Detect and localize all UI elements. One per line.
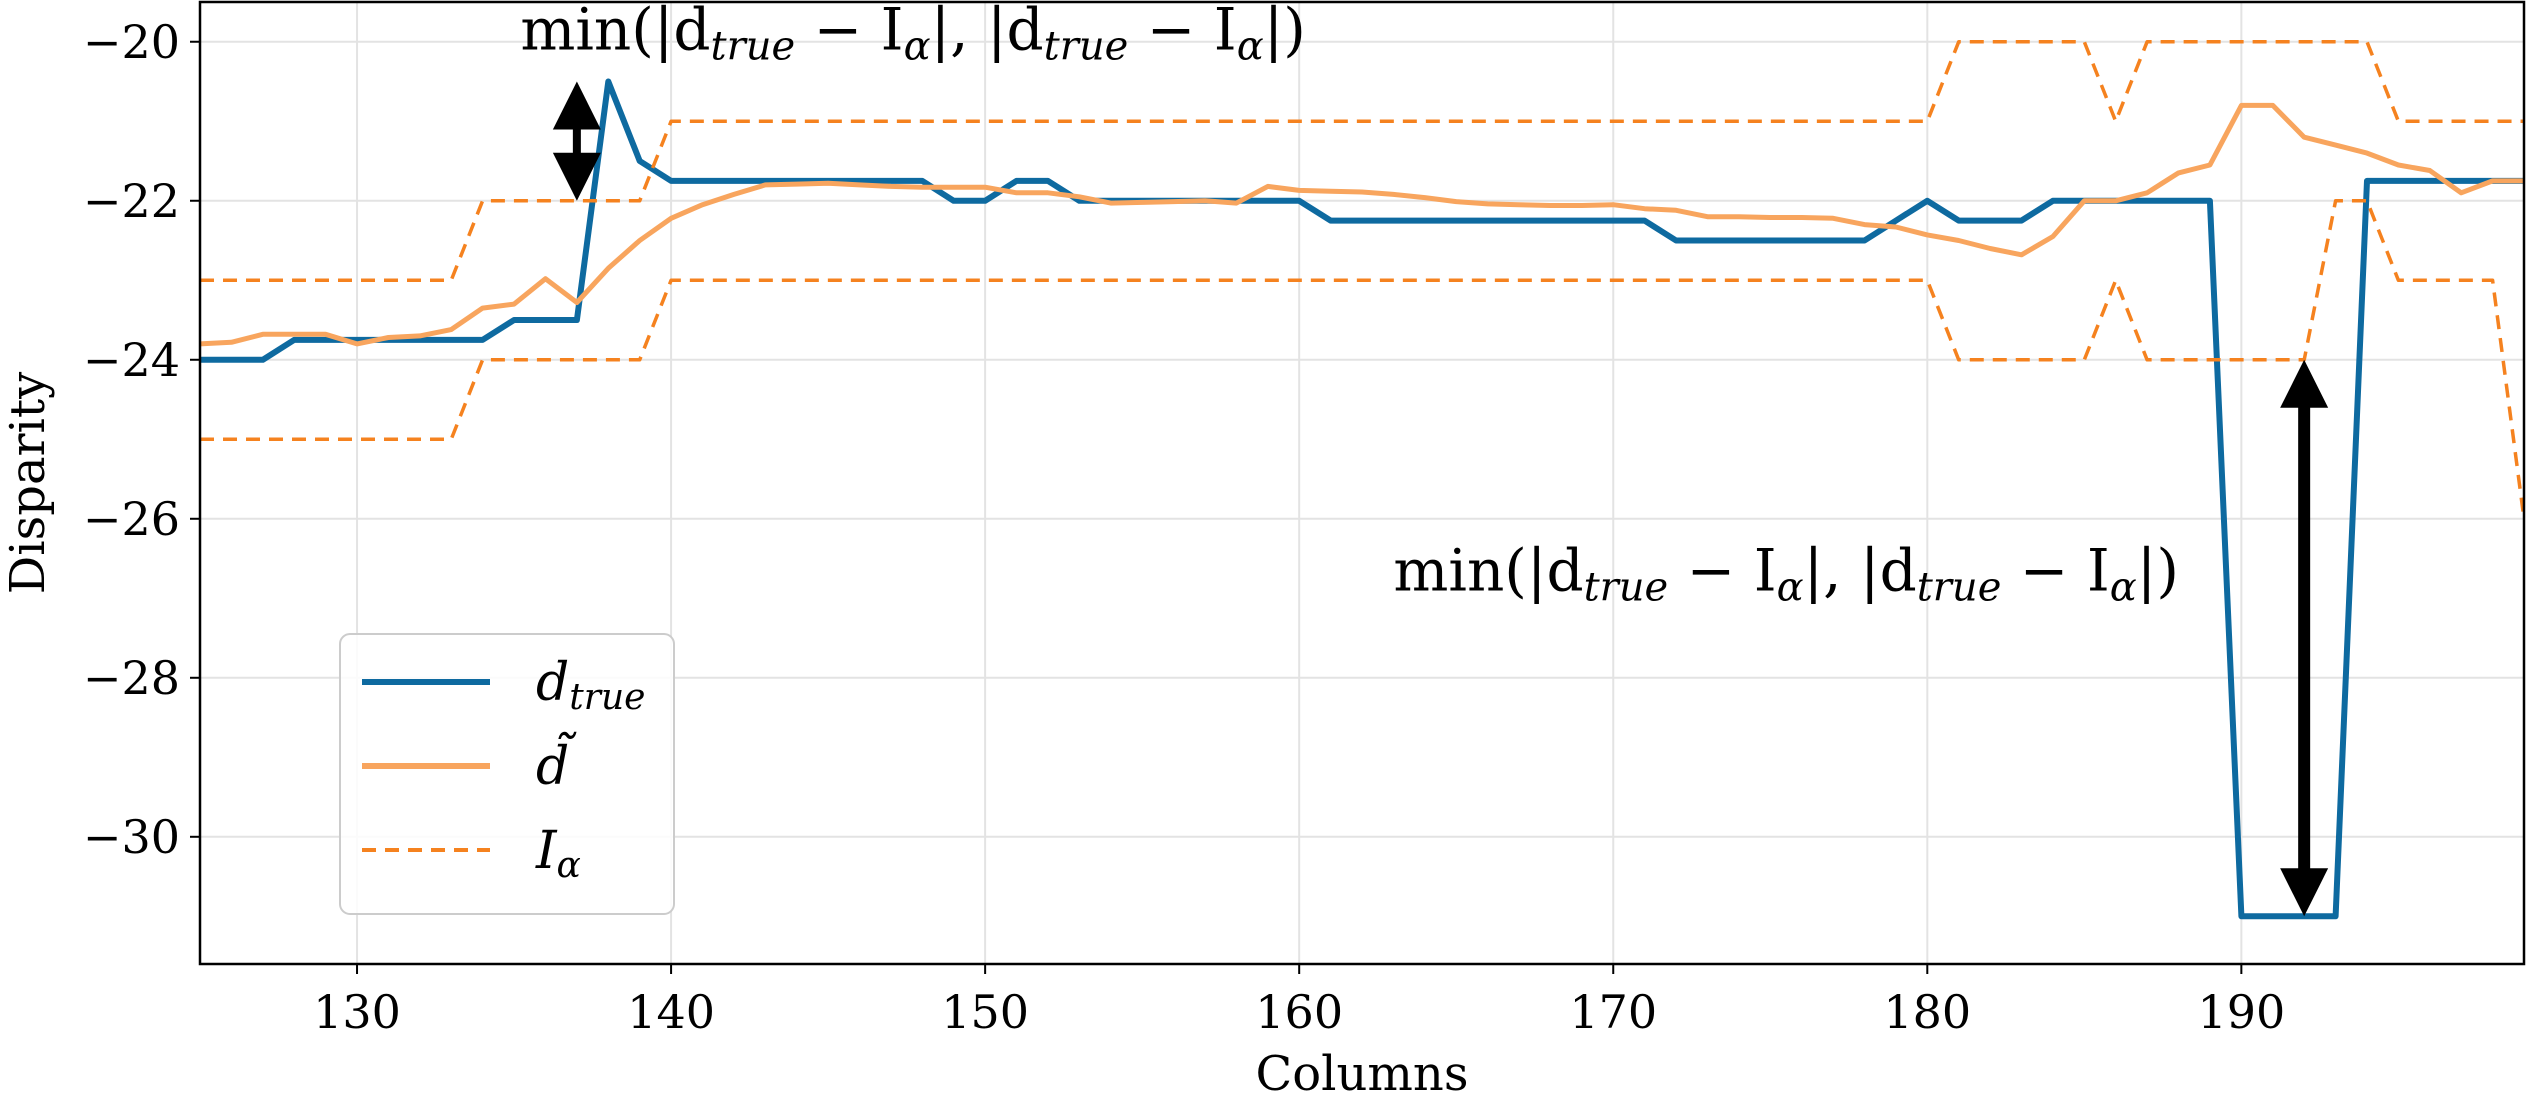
y-axis-label: Disparity <box>0 372 56 595</box>
annotation-top-text: min(|dtrue − Iα|, |dtrue − Iα|) <box>520 0 1306 70</box>
y-tick-label: −22 <box>83 174 180 228</box>
series-line-d_tilde <box>200 102 2524 347</box>
x-tick-label: 140 <box>627 985 715 1039</box>
y-tick-label: −30 <box>83 810 180 864</box>
series-layer <box>200 40 2524 920</box>
y-tick-label: −24 <box>83 333 180 387</box>
series-line-I_alpha_lower <box>200 199 2524 520</box>
y-tick-label: −26 <box>83 492 180 546</box>
x-axis-label: Columns <box>1256 1046 1469 1100</box>
legend-label-d_true: dtrue <box>536 653 645 718</box>
x-tick-label: 170 <box>1569 985 1657 1039</box>
x-tick-label: 150 <box>941 985 1029 1039</box>
plot-frame <box>198 0 2526 966</box>
annotation-right-arrow <box>2280 359 2329 917</box>
annotation-right-text: min(|dtrue − Iα|, |dtrue − Iα|) <box>1393 536 2179 610</box>
annotations: min(|dtrue − Iα|, |dtrue − Iα|) min(|dtru… <box>520 0 2329 917</box>
legend-box <box>339 633 675 915</box>
x-tick-label: 180 <box>1883 985 1971 1039</box>
series-line-I_alpha_upper <box>200 40 2524 283</box>
legend-label-I_alpha_upper: Iα <box>535 821 581 886</box>
ticks: 130 140 150 160 170 180 190 −20 −22 −24 −26 −28 −30 <box>83 15 2285 1039</box>
x-tick-label: 130 <box>313 985 401 1039</box>
y-tick-label: −20 <box>83 15 180 69</box>
y-tick-label: −28 <box>83 651 180 705</box>
series-line-d_true <box>200 78 2524 920</box>
annotation-top-arrow <box>552 81 601 201</box>
x-tick-label: 190 <box>2197 985 2285 1039</box>
x-tick-label: 160 <box>1255 985 1343 1039</box>
